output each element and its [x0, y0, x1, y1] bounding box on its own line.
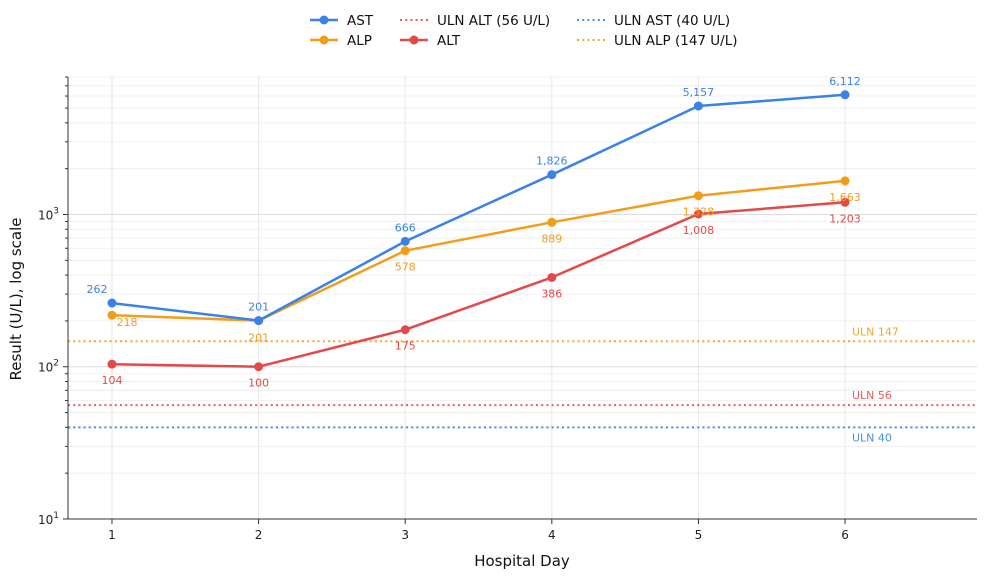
x-tick-label: 3: [401, 528, 409, 542]
legend-item: AST: [310, 13, 374, 29]
x-axis-label: Hospital Day: [474, 552, 570, 570]
x-tick-label: 4: [548, 528, 556, 542]
alt-point: [840, 197, 850, 207]
alp-point: [693, 191, 703, 201]
alt-point: [254, 362, 264, 372]
x-tick-label: 6: [841, 528, 849, 542]
ast-data-label: 1,826: [536, 155, 568, 168]
legend-item: ULN ALT (56 U/L): [400, 13, 550, 29]
alt-data-label: 1,008: [683, 224, 715, 237]
alp-data-label: 578: [395, 261, 416, 274]
alp-point: [400, 246, 410, 256]
series-layer: 262 201 666 1,826 5,157 6,112 104 100 175 386 1,00…: [86, 75, 860, 390]
alp-point: [107, 310, 117, 320]
legend-label: ALP: [347, 33, 372, 49]
alp-data-label: 218: [116, 316, 137, 329]
legend-label: ALT: [437, 33, 461, 49]
legend-marker-swatch: [319, 35, 329, 45]
legend-item: ULN AST (40 U/L): [577, 13, 730, 29]
alt-data-label: 175: [395, 340, 416, 353]
alp-point: [547, 217, 557, 227]
y-axis-label: Result (U/L), log scale: [7, 217, 25, 380]
axes: Hospital Day Result (U/L), log scale 101…: [7, 76, 977, 570]
ast-data-label: 201: [248, 301, 269, 314]
alt-line: [110, 201, 847, 368]
ast-point: [254, 316, 264, 326]
legend-label: ULN ALT (56 U/L): [437, 13, 550, 29]
ast-point: [547, 170, 557, 180]
alp-line: [110, 179, 847, 322]
alp-point: [840, 176, 850, 186]
alt-data-label: 104: [101, 374, 122, 387]
legend-marker-swatch: [409, 35, 419, 45]
x-tick-label: 2: [255, 528, 263, 542]
legend-label: ULN ALP (147 U/L): [614, 33, 738, 49]
x-tick-label: 5: [695, 528, 703, 542]
legend-item: ULN ALP (147 U/L): [577, 33, 738, 49]
alt-point: [107, 359, 117, 369]
reference-lines: ULN 40 ULN 56 ULN 147: [68, 325, 977, 444]
legend-item: ALT: [400, 33, 461, 49]
y-tick-label: 102: [38, 359, 59, 375]
alt-point: [547, 272, 557, 282]
legend-marker-swatch: [319, 15, 329, 25]
ast-point: [400, 236, 410, 246]
alt-data-label: 1,203: [829, 212, 861, 225]
legend-label: ULN AST (40 U/L): [614, 13, 730, 29]
alp-data-label: 1,663: [829, 191, 861, 204]
grid: [68, 76, 977, 520]
ast-point: [107, 298, 117, 308]
ast-data-label: 6,112: [829, 75, 861, 88]
reference-line-label: ULN 56: [852, 389, 892, 402]
ast-line: [110, 93, 847, 322]
ast-data-label: 5,157: [683, 86, 715, 99]
alt-point: [693, 209, 703, 219]
legend-item: ALP: [310, 33, 372, 49]
alp-data-label: 201: [248, 332, 269, 345]
alt-data-label: 386: [541, 287, 562, 300]
ast-data-label: 262: [86, 283, 107, 296]
alt-data-label: 100: [248, 377, 269, 390]
alp-data-label: 889: [541, 232, 562, 245]
legend-label: AST: [347, 13, 374, 29]
reference-line-label: ULN 147: [852, 325, 899, 338]
legend: AST ALP ULN ALT (56 U/L) ALT ULN AST (40 U/L…: [310, 13, 738, 49]
x-tick-label: 1: [108, 528, 116, 542]
y-tick-label: 103: [38, 206, 59, 222]
ast-data-label: 666: [395, 221, 416, 234]
reference-line-label: ULN 40: [852, 431, 892, 444]
y-tick-label: 101: [38, 511, 59, 527]
alt-point: [400, 325, 410, 335]
ast-point: [693, 101, 703, 111]
ast-point: [840, 90, 850, 100]
alp-data-label: 1,328: [683, 206, 715, 219]
